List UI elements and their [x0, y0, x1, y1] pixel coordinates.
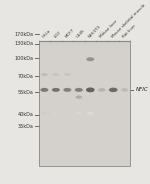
Text: NIH/3T3: NIH/3T3 — [87, 25, 102, 39]
Ellipse shape — [64, 73, 71, 76]
Ellipse shape — [86, 57, 94, 61]
Ellipse shape — [52, 73, 59, 76]
Text: LO2: LO2 — [53, 31, 61, 39]
Text: 55kDa: 55kDa — [17, 90, 33, 95]
Ellipse shape — [76, 112, 82, 114]
Text: Mouse skeletal muscle: Mouse skeletal muscle — [110, 3, 146, 39]
Ellipse shape — [75, 88, 83, 92]
Ellipse shape — [75, 95, 82, 99]
Text: 35kDa: 35kDa — [17, 124, 33, 129]
Text: 130kDa: 130kDa — [14, 41, 33, 46]
Text: Mouse liver: Mouse liver — [99, 20, 118, 39]
Bar — [39, 41, 130, 167]
Ellipse shape — [99, 31, 105, 34]
Ellipse shape — [41, 73, 48, 76]
Text: NFIC: NFIC — [136, 87, 148, 92]
Ellipse shape — [122, 112, 128, 114]
Text: 100kDa: 100kDa — [14, 56, 33, 61]
Ellipse shape — [53, 112, 59, 114]
Text: MCF7: MCF7 — [64, 28, 75, 39]
Bar — [39, 41, 130, 167]
Ellipse shape — [98, 88, 105, 92]
Text: U145: U145 — [76, 29, 86, 39]
Text: 40kDa: 40kDa — [17, 112, 33, 117]
Ellipse shape — [63, 88, 71, 92]
Ellipse shape — [52, 88, 60, 92]
Text: HeLa: HeLa — [42, 29, 52, 39]
Ellipse shape — [40, 88, 48, 92]
Text: 70kDa: 70kDa — [17, 74, 33, 79]
Ellipse shape — [87, 112, 93, 114]
Ellipse shape — [109, 88, 118, 92]
Text: Rat liver: Rat liver — [122, 24, 137, 39]
Text: 170kDa: 170kDa — [14, 32, 33, 37]
Ellipse shape — [41, 112, 47, 114]
Ellipse shape — [86, 87, 95, 92]
Ellipse shape — [121, 88, 128, 92]
